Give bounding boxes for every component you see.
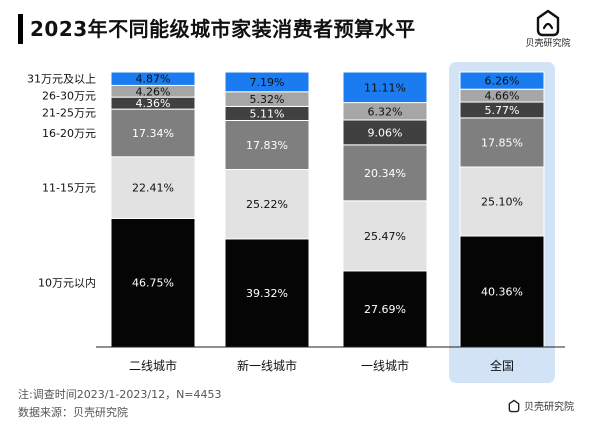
- data-label: 39.32%: [246, 287, 288, 300]
- series-label: 11-15万元: [42, 182, 96, 195]
- brand-watermark-label: 贝壳研究院: [524, 402, 574, 413]
- bar-segment: [110, 71, 196, 86]
- data-label: 6.32%: [368, 105, 403, 118]
- data-label: 25.22%: [246, 198, 288, 211]
- series-label: 16-20万元: [42, 127, 96, 140]
- series-label: 26-30万元: [42, 90, 96, 103]
- title-accent-bar: [18, 14, 23, 44]
- data-label: 22.41%: [132, 182, 174, 195]
- data-label: 4.26%: [136, 85, 171, 98]
- data-label: 27.69%: [364, 303, 406, 316]
- data-label: 9.06%: [368, 126, 403, 139]
- data-label: 4.36%: [136, 97, 171, 110]
- bar-segment: [342, 119, 428, 146]
- bar-segment: [224, 119, 310, 171]
- bar-segment: [110, 156, 196, 219]
- x-tick-label: 二线城市: [129, 358, 177, 373]
- data-label: 4.66%: [485, 90, 520, 103]
- bar-segment: [342, 71, 428, 104]
- data-label: 20.34%: [364, 167, 406, 180]
- data-label: 40.36%: [481, 286, 523, 299]
- data-label: 7.19%: [250, 76, 285, 89]
- series-label: 31万元及以上: [27, 73, 96, 86]
- x-tick-label: 新一线城市: [237, 358, 297, 373]
- data-label: 17.34%: [132, 127, 174, 140]
- data-label: 5.32%: [250, 93, 285, 106]
- bar-segment: [459, 117, 545, 168]
- bar-segment: [342, 144, 428, 202]
- data-label: 25.10%: [481, 195, 523, 208]
- x-tick-label: 全国: [490, 358, 514, 373]
- survey-footnote: 注:调查时间2023/1-2023/12，N=4453: [18, 388, 222, 401]
- chart-title: 2023年不同能级城市家装消费者预算水平: [30, 17, 416, 41]
- data-label: 5.11%: [250, 107, 285, 120]
- brand-watermark-icon: [507, 399, 521, 416]
- bar-segment: [459, 166, 545, 237]
- data-source: 数据来源：贝壳研究院: [18, 406, 128, 419]
- data-label: 25.47%: [364, 230, 406, 243]
- bar-segment: [342, 200, 428, 272]
- series-label: 10万元以内: [38, 276, 96, 290]
- data-label: 46.75%: [132, 277, 174, 290]
- brand-logo-label: 贝壳研究院: [525, 39, 571, 49]
- data-label: 17.83%: [246, 139, 288, 152]
- brand-watermark: 贝壳研究院: [507, 398, 574, 416]
- brand-logo-icon: [522, 8, 574, 38]
- bar-segment: [459, 235, 545, 348]
- data-label: 5.77%: [485, 104, 520, 117]
- series-label: 21-25万元: [42, 107, 96, 120]
- bar-segment: [224, 169, 310, 240]
- bar-segment: [459, 71, 545, 90]
- data-label: 17.85%: [481, 136, 523, 149]
- bar-segment: [110, 108, 196, 158]
- bar-segment: [224, 71, 310, 93]
- data-label: 11.11%: [364, 81, 406, 94]
- brand-logo: 贝壳研究院: [522, 8, 574, 54]
- bar-segment: [342, 270, 428, 348]
- x-tick-label: 一线城市: [361, 358, 409, 373]
- data-label: 4.87%: [136, 73, 171, 86]
- data-label: 6.26%: [485, 75, 520, 88]
